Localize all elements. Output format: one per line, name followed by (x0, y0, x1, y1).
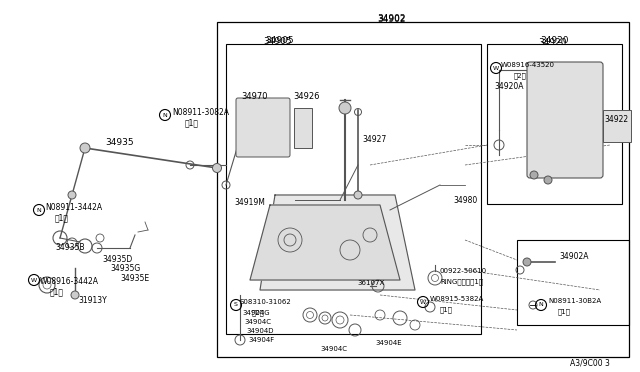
Bar (217, 22, 629, 357)
Text: 34935: 34935 (106, 138, 134, 147)
Circle shape (354, 191, 362, 199)
Text: 34905: 34905 (264, 37, 292, 46)
Text: 34904E: 34904E (375, 340, 402, 346)
Text: 34902A: 34902A (559, 252, 589, 261)
Text: W08916-43520: W08916-43520 (501, 62, 555, 68)
Polygon shape (250, 205, 400, 280)
Text: W: W (31, 278, 37, 282)
Text: 〨2〩: 〨2〩 (252, 309, 265, 315)
Text: 〨1〩: 〨1〩 (440, 306, 453, 312)
Text: 〨2〩: 〨2〩 (514, 72, 527, 78)
Bar (226, 44, 481, 334)
Text: 00922-50610: 00922-50610 (440, 268, 487, 274)
Text: 34920: 34920 (541, 36, 569, 45)
Text: 34904D: 34904D (246, 328, 273, 334)
Text: 34922: 34922 (604, 115, 628, 124)
Circle shape (544, 176, 552, 184)
Text: 34905: 34905 (266, 36, 294, 45)
Text: 34935B: 34935B (55, 243, 84, 252)
Text: 34926: 34926 (293, 92, 319, 101)
Text: 〨1〩: 〨1〩 (558, 308, 571, 315)
Text: 34904C: 34904C (320, 346, 347, 352)
Text: 36107X: 36107X (357, 280, 384, 286)
Text: W: W (493, 65, 499, 71)
Text: 31913Y: 31913Y (78, 296, 107, 305)
Text: 34935D: 34935D (102, 255, 132, 264)
Circle shape (68, 191, 76, 199)
Text: 34920: 34920 (539, 38, 567, 47)
Text: RINGリング（1）: RINGリング（1） (440, 278, 483, 285)
Circle shape (339, 102, 351, 114)
Text: N08911-30B2A: N08911-30B2A (548, 298, 601, 304)
Text: N: N (36, 208, 42, 212)
Text: 34927: 34927 (362, 135, 387, 144)
FancyBboxPatch shape (236, 98, 290, 157)
Text: 〨1〩: 〨1〩 (55, 213, 69, 222)
Text: S08310-31062: S08310-31062 (240, 299, 292, 305)
Text: 34935E: 34935E (120, 274, 149, 283)
Circle shape (80, 143, 90, 153)
FancyBboxPatch shape (527, 62, 603, 178)
Text: 34935G: 34935G (110, 264, 140, 273)
Text: N: N (163, 112, 168, 118)
Text: 34980: 34980 (453, 196, 477, 205)
Text: N08911-3082A: N08911-3082A (172, 108, 229, 117)
Bar (517, 240, 629, 325)
Circle shape (523, 258, 531, 266)
Text: 34902: 34902 (378, 14, 406, 23)
Text: 34904C: 34904C (244, 319, 271, 325)
Text: 34919M: 34919M (234, 198, 265, 207)
Text: A3/9C00 3: A3/9C00 3 (570, 358, 610, 367)
Text: 〨1〩: 〨1〩 (50, 287, 64, 296)
Text: N: N (539, 302, 543, 308)
Text: 〨1〩: 〨1〩 (185, 118, 199, 127)
Text: W08915-5382A: W08915-5382A (430, 296, 484, 302)
Bar (603, 110, 631, 142)
Bar (487, 44, 622, 204)
Text: 34920A: 34920A (494, 82, 524, 91)
Text: S: S (234, 302, 238, 308)
Text: N08911-3442A: N08911-3442A (45, 203, 102, 212)
Text: W08916-3442A: W08916-3442A (40, 277, 99, 286)
Text: 34902: 34902 (378, 15, 406, 24)
Circle shape (212, 164, 221, 173)
Text: 34904F: 34904F (248, 337, 275, 343)
Text: 34904G: 34904G (242, 310, 269, 316)
Text: 34970: 34970 (241, 92, 268, 101)
Circle shape (530, 171, 538, 179)
Text: W: W (420, 299, 426, 305)
Circle shape (71, 291, 79, 299)
Bar (294, 108, 312, 148)
Polygon shape (260, 195, 415, 290)
